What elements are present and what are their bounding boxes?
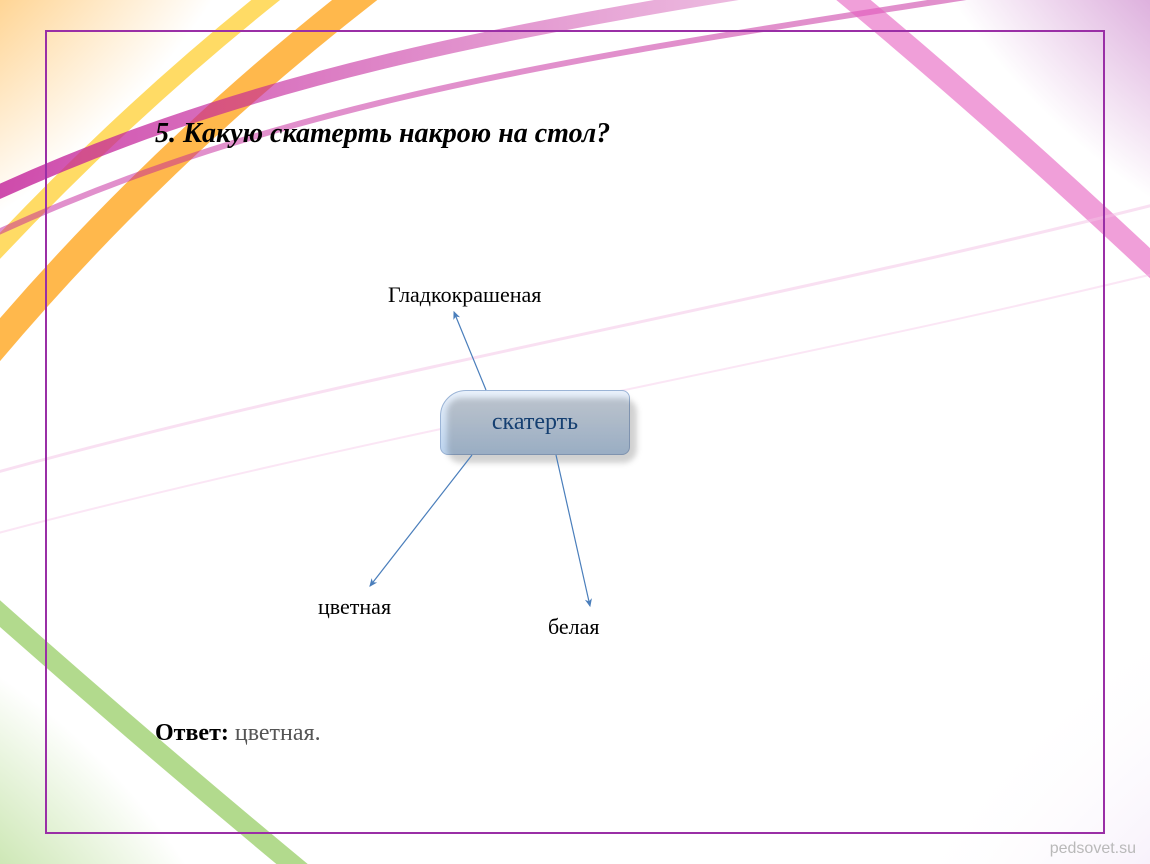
watermark: pedsovet.su [1050, 840, 1136, 858]
slide-content: 5. Какую скатерть накрою на стол? Гладко… [0, 0, 1150, 864]
question-title: 5. Какую скатерть накрою на стол? [155, 118, 610, 150]
option-top: Гладкокрашеная [388, 282, 541, 308]
answer-line: Ответ: цветная. [155, 720, 321, 747]
option-right: белая [548, 614, 600, 640]
option-left: цветная [318, 594, 391, 620]
answer-label: Ответ: [155, 720, 229, 746]
central-node-shadow [447, 398, 637, 463]
answer-value: цветная. [235, 720, 321, 746]
